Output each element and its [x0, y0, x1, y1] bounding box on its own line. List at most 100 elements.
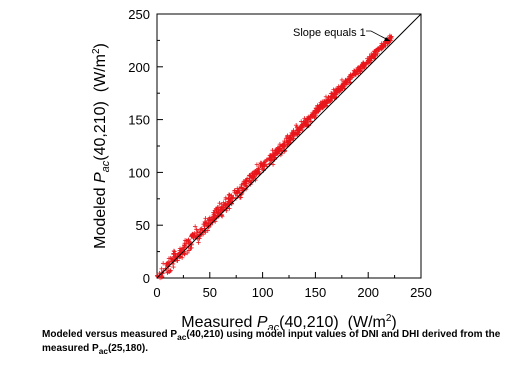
- data-point: [168, 255, 173, 261]
- data-point: [336, 84, 341, 89]
- y-axis-title-sub: ac: [100, 160, 112, 172]
- caption-text-2: (40,210) using model input values of DNI…: [186, 329, 501, 340]
- data-point: [268, 158, 274, 164]
- data-point: [333, 92, 339, 97]
- y-axis-title-units-close: ): [92, 43, 109, 48]
- data-point: [223, 201, 228, 207]
- data-point: [165, 269, 171, 275]
- x-tick-label: 200: [357, 285, 379, 300]
- data-point: [255, 168, 260, 173]
- data-point: [351, 68, 357, 73]
- caption-sub-2: ac: [98, 346, 108, 356]
- data-point: [212, 213, 218, 218]
- data-point: [205, 228, 210, 233]
- data-point: [227, 192, 232, 198]
- data-point: [318, 104, 323, 110]
- data-point: [350, 73, 355, 78]
- axis-ticks: [156, 13, 422, 279]
- data-point: [171, 264, 176, 270]
- data-point: [164, 261, 169, 266]
- data-point: [334, 88, 339, 94]
- data-point: [300, 123, 306, 128]
- data-point: [175, 252, 181, 257]
- data-point: [302, 120, 308, 125]
- data-point: [249, 174, 255, 179]
- data-point: [240, 188, 245, 193]
- data-point: [214, 207, 219, 213]
- caption-sub-1: ac: [177, 332, 187, 342]
- data-point: [305, 122, 310, 127]
- annotation-arrow: [366, 30, 391, 42]
- data-point: [217, 200, 222, 206]
- data-point: [165, 270, 170, 275]
- data-point: [213, 206, 219, 211]
- data-point: [339, 83, 344, 89]
- data-point: [172, 249, 177, 254]
- data-point: [207, 218, 212, 224]
- data-point: [244, 179, 249, 185]
- data-point: [291, 134, 296, 140]
- data-point: [186, 240, 191, 246]
- data-point: [366, 58, 371, 63]
- data-point: [211, 210, 216, 215]
- x-axis-title-symbol: P: [257, 314, 268, 330]
- data-point: [297, 125, 302, 131]
- data-point: [260, 167, 266, 172]
- x-tick-label: 0: [153, 285, 160, 300]
- data-point: [387, 39, 392, 44]
- y-tick-label: 150: [128, 113, 150, 128]
- data-point: [218, 207, 223, 212]
- data-point: [200, 227, 205, 233]
- data-point: [276, 146, 281, 152]
- data-point: [329, 91, 335, 96]
- data-point: [367, 55, 373, 61]
- data-points: [154, 33, 394, 281]
- data-point: [203, 216, 208, 221]
- data-point: [356, 71, 361, 76]
- data-point: [305, 116, 311, 122]
- y-axis-title-symbol: P: [92, 172, 109, 183]
- data-point: [238, 195, 244, 200]
- data-point: [293, 123, 299, 128]
- data-point: [285, 142, 291, 147]
- x-axis-title: Measured Pac(40,210) (W/m2): [181, 313, 396, 330]
- data-point: [298, 119, 304, 124]
- data-point: [219, 204, 225, 209]
- y-tick-label: 0: [143, 271, 150, 286]
- data-point: [347, 79, 352, 85]
- slope-annotation: Slope equals 1: [293, 27, 366, 39]
- y-axis-title: Modeled Pac(40,210) (W/m2): [91, 43, 112, 249]
- data-point: [192, 224, 198, 229]
- data-point: [270, 162, 276, 167]
- data-point: [262, 158, 268, 164]
- y-axis-title-units: (W/m: [92, 54, 109, 101]
- caption-text-3: measured P: [42, 343, 99, 354]
- data-point: [277, 141, 283, 147]
- data-point: [281, 141, 286, 147]
- data-point: [265, 157, 271, 162]
- data-point: [228, 196, 234, 201]
- scatter-chart: 0 50 100 150 200 250 0 50 100 150 200 250 Slope eq…: [91, 7, 432, 330]
- data-point: [203, 220, 208, 226]
- data-point: [239, 184, 244, 190]
- x-axis-title-args: (40,210): [279, 314, 339, 330]
- y-tick-label: 250: [128, 7, 150, 22]
- x-tick-label: 100: [252, 285, 274, 300]
- data-point: [307, 115, 313, 120]
- data-point: [234, 190, 239, 195]
- data-point: [324, 98, 330, 103]
- data-point: [255, 166, 261, 171]
- data-point: [338, 88, 344, 93]
- data-point: [192, 231, 197, 236]
- data-point: [312, 114, 317, 120]
- x-axis-title-units-sup: 2: [386, 313, 392, 324]
- data-point: [289, 130, 294, 136]
- data-point: [371, 52, 376, 58]
- y-axis-title-units-sup: 2: [91, 48, 102, 54]
- data-point: [202, 219, 208, 225]
- figure-caption: Modeled versus measured Pac(40,210) usin…: [42, 329, 524, 357]
- data-point: [360, 62, 366, 67]
- data-point: [329, 94, 334, 99]
- x-axis-title-units: (W/m: [339, 314, 386, 330]
- x-tick-label: 50: [203, 285, 217, 300]
